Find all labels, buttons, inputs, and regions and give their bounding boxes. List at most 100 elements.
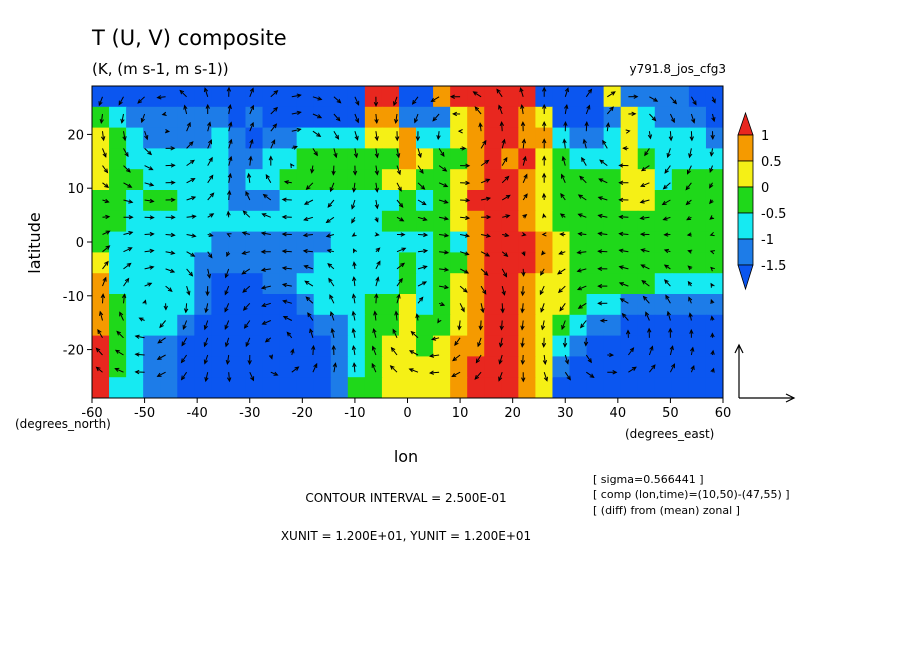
wind-arrow bbox=[541, 337, 547, 348]
wind-arrow bbox=[352, 276, 357, 287]
wind-arrow bbox=[415, 313, 420, 321]
wind-arrow bbox=[597, 231, 608, 237]
wind-arrow bbox=[460, 198, 471, 203]
wind-arrow bbox=[607, 91, 616, 98]
field-cell bbox=[654, 86, 673, 108]
field-cell bbox=[228, 169, 247, 191]
wind-arrow bbox=[181, 337, 188, 347]
field-cell bbox=[569, 335, 588, 357]
field-cell bbox=[398, 148, 417, 170]
field-cell bbox=[245, 294, 264, 316]
field-cell bbox=[705, 169, 723, 191]
field-cell bbox=[109, 106, 127, 129]
field-cell bbox=[296, 252, 315, 274]
field-cell bbox=[603, 335, 622, 357]
wind-arrow bbox=[501, 175, 510, 184]
wind-arrow bbox=[417, 216, 428, 221]
field-cell bbox=[109, 377, 127, 398]
field-cell bbox=[143, 231, 161, 253]
field-cell bbox=[603, 356, 622, 378]
wind-arrow bbox=[558, 250, 566, 255]
wind-arrow bbox=[102, 245, 111, 253]
wind-arrow bbox=[226, 210, 231, 218]
wind-arrow bbox=[102, 214, 111, 220]
field-cell bbox=[705, 190, 723, 212]
wind-arrow bbox=[186, 214, 197, 219]
wind-arrow bbox=[576, 250, 587, 255]
wind-arrow bbox=[640, 165, 650, 172]
wind-arrow bbox=[393, 96, 398, 107]
wind-arrow bbox=[540, 268, 545, 276]
field-cell bbox=[143, 314, 161, 337]
wind-arrow bbox=[134, 334, 145, 339]
field-cell bbox=[279, 356, 298, 378]
field-cell bbox=[177, 377, 195, 398]
wind-arrow bbox=[261, 213, 271, 218]
field-cell bbox=[398, 190, 417, 212]
wind-arrow bbox=[283, 180, 292, 185]
field-cell bbox=[398, 210, 417, 233]
wind-arrow bbox=[414, 113, 419, 124]
field-cell bbox=[109, 190, 127, 212]
field-cell bbox=[586, 169, 605, 191]
wind-arrow bbox=[372, 328, 377, 338]
field-cell bbox=[637, 231, 656, 253]
field-cell bbox=[262, 106, 281, 129]
field-cell bbox=[330, 106, 349, 129]
wind-arrow bbox=[540, 320, 546, 331]
field-cell bbox=[671, 190, 690, 212]
wind-arrow bbox=[709, 182, 714, 189]
wind-arrow bbox=[102, 230, 111, 235]
wind-arrow bbox=[186, 178, 196, 184]
field-cell bbox=[501, 190, 519, 212]
field-cell bbox=[245, 169, 264, 191]
field-cell bbox=[586, 231, 605, 253]
field-cell bbox=[705, 148, 723, 170]
field-cell bbox=[177, 148, 195, 170]
field-cell bbox=[262, 294, 281, 316]
field-cell bbox=[450, 377, 468, 398]
wind-arrow bbox=[242, 285, 251, 293]
wind-arrow bbox=[144, 231, 155, 237]
wind-arrow bbox=[564, 371, 571, 381]
wind-arrow bbox=[541, 172, 547, 183]
wind-arrow bbox=[328, 277, 335, 287]
wind-arrow bbox=[352, 362, 357, 373]
wind-arrow bbox=[478, 122, 483, 132]
wind-arrow bbox=[156, 371, 166, 377]
wind-arrow bbox=[428, 370, 440, 375]
wind-arrow bbox=[690, 364, 695, 373]
wind-arrow bbox=[374, 182, 379, 193]
field-cell bbox=[620, 106, 639, 129]
wind-arrow bbox=[541, 192, 547, 201]
field-cell bbox=[586, 377, 605, 398]
wind-arrow bbox=[260, 249, 271, 254]
wind-arrow bbox=[618, 265, 629, 270]
wind-arrow bbox=[351, 310, 356, 321]
field-cell bbox=[688, 377, 707, 398]
wind-arrow bbox=[249, 371, 255, 382]
field-cell bbox=[450, 148, 468, 170]
wind-arrow bbox=[542, 155, 547, 166]
field-cell bbox=[467, 190, 485, 212]
field-cell bbox=[620, 377, 639, 398]
field-cell bbox=[279, 210, 298, 233]
wind-arrow bbox=[325, 216, 335, 224]
wind-arrow bbox=[628, 111, 637, 117]
y-axis-title: latitude bbox=[25, 212, 44, 273]
wind-arrow bbox=[291, 127, 302, 133]
field-cell bbox=[92, 106, 110, 129]
wind-arrow bbox=[576, 268, 587, 273]
wind-arrow bbox=[619, 298, 629, 304]
field-cell bbox=[381, 127, 400, 149]
field-cell bbox=[654, 148, 673, 170]
field-cell bbox=[228, 314, 247, 337]
wind-arrow bbox=[709, 148, 715, 157]
wind-arrow bbox=[264, 337, 272, 343]
field-cell bbox=[705, 86, 723, 108]
wind-arrow bbox=[649, 113, 657, 122]
wind-arrow bbox=[290, 163, 295, 169]
field-cell bbox=[586, 273, 605, 295]
field-cell bbox=[364, 210, 383, 233]
wind-arrow bbox=[408, 350, 419, 356]
